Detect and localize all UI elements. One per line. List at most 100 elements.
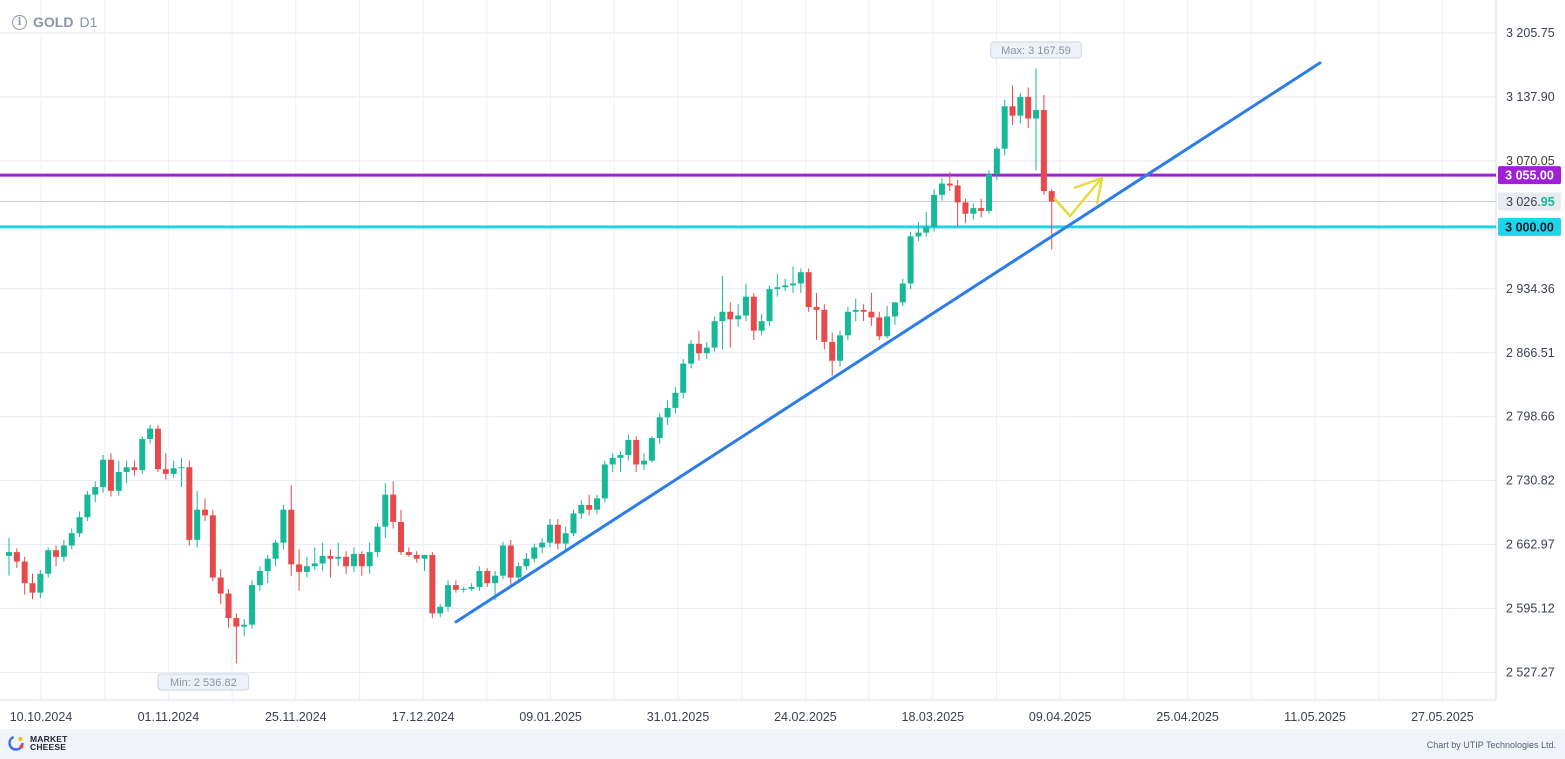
candle-body[interactable] — [782, 285, 789, 288]
candle-body[interactable] — [954, 185, 961, 203]
candle-body[interactable] — [727, 311, 734, 320]
candle-body[interactable] — [178, 467, 185, 469]
candle-body[interactable] — [570, 513, 577, 534]
candle-body[interactable] — [374, 526, 381, 553]
candle-body[interactable] — [523, 558, 530, 567]
candle-body[interactable] — [437, 606, 444, 614]
candle-body[interactable] — [1009, 106, 1016, 116]
candle-body[interactable] — [797, 272, 804, 284]
candle-body[interactable] — [617, 455, 624, 458]
candle-body[interactable] — [92, 487, 99, 495]
candle-body[interactable] — [625, 439, 632, 456]
candle-body[interactable] — [405, 552, 412, 555]
candle-body[interactable] — [609, 457, 616, 465]
candle-body[interactable] — [272, 542, 279, 559]
candle-body[interactable] — [531, 547, 538, 559]
candle-body[interactable] — [750, 296, 757, 331]
candle-body[interactable] — [21, 561, 28, 584]
info-icon[interactable]: i — [12, 14, 27, 30]
candle-body[interactable] — [84, 494, 91, 518]
candle-body[interactable] — [280, 509, 287, 543]
candle-body[interactable] — [1017, 96, 1024, 116]
candle-body[interactable] — [719, 311, 726, 322]
candle-body[interactable] — [1048, 191, 1055, 202]
candle-body[interactable] — [711, 321, 718, 348]
candle-body[interactable] — [923, 226, 930, 233]
candle-body[interactable] — [813, 307, 820, 310]
candle-body[interactable] — [774, 287, 781, 290]
candle-body[interactable] — [398, 521, 404, 553]
candle-body[interactable] — [452, 585, 459, 590]
candle-body[interactable] — [296, 564, 303, 572]
candle-body[interactable] — [688, 343, 695, 364]
candle-body[interactable] — [993, 148, 1000, 175]
candle-body[interactable] — [986, 174, 992, 211]
candle-body[interactable] — [288, 509, 295, 565]
candle-body[interactable] — [962, 202, 969, 214]
candle-body[interactable] — [656, 417, 663, 439]
candle-body[interactable] — [358, 553, 365, 567]
candle-body[interactable] — [492, 575, 499, 584]
candle-body[interactable] — [319, 555, 326, 564]
candle-body[interactable] — [844, 311, 851, 336]
candle-body[interactable] — [876, 317, 883, 337]
candle-body[interactable] — [225, 593, 232, 619]
candle-body[interactable] — [554, 524, 561, 544]
candle-body[interactable] — [303, 566, 310, 572]
candle-body[interactable] — [233, 618, 240, 627]
trendline[interactable] — [454, 61, 1322, 624]
candle-body[interactable] — [476, 570, 483, 587]
candle-body[interactable] — [633, 439, 640, 465]
candle-body[interactable] — [123, 467, 130, 472]
candle-body[interactable] — [131, 467, 138, 471]
candle-body[interactable] — [468, 586, 475, 589]
candle-body[interactable] — [758, 321, 765, 331]
candle-body[interactable] — [821, 309, 828, 342]
candle-body[interactable] — [350, 553, 357, 567]
candle-body[interactable] — [546, 524, 553, 543]
candle-body[interactable] — [578, 504, 585, 514]
candle-body[interactable] — [76, 517, 83, 534]
candle-body[interactable] — [445, 585, 452, 607]
candle-body[interactable] — [209, 515, 216, 578]
candle-body[interactable] — [45, 550, 52, 574]
candle-body[interactable] — [515, 566, 522, 578]
candle-body[interactable] — [194, 509, 201, 540]
candle-body[interactable] — [562, 533, 569, 544]
candle-body[interactable] — [601, 464, 608, 499]
candle-body[interactable] — [100, 459, 107, 488]
candle-body[interactable] — [311, 563, 318, 567]
candle-body[interactable] — [139, 439, 146, 471]
candle-body[interactable] — [695, 343, 702, 354]
candle-body[interactable] — [899, 283, 906, 303]
candle-body[interactable] — [53, 550, 60, 557]
candle-body[interactable] — [938, 183, 945, 195]
candle-body[interactable] — [594, 498, 600, 510]
candle-body[interactable] — [1025, 96, 1032, 119]
candle-body[interactable] — [507, 545, 514, 578]
candle-body[interactable] — [648, 438, 655, 461]
candle-body[interactable] — [907, 236, 914, 284]
price-chart[interactable]: 2 527.27 2 595.12 2 662.97 2 730.82 2 798.66… — [0, 0, 1565, 729]
candle-body[interactable] — [484, 570, 491, 584]
candle-body[interactable] — [672, 392, 679, 408]
candle-body[interactable] — [852, 309, 859, 312]
candle-body[interactable] — [162, 469, 169, 474]
candle-body[interactable] — [680, 363, 687, 393]
candle-body[interactable] — [664, 407, 671, 418]
candle-body[interactable] — [978, 208, 985, 211]
candle-body[interactable] — [60, 545, 67, 557]
candle-body[interactable] — [249, 585, 256, 625]
candle-body[interactable] — [154, 428, 161, 470]
candle-body[interactable] — [641, 460, 648, 465]
candle-body[interactable] — [766, 289, 773, 322]
candle-body[interactable] — [13, 552, 20, 562]
candle-body[interactable] — [115, 471, 122, 491]
candle-body[interactable] — [742, 296, 749, 316]
candle-body[interactable] — [413, 554, 420, 559]
candle-body[interactable] — [335, 556, 342, 559]
candle-body[interactable] — [241, 624, 248, 627]
candle-body[interactable] — [29, 583, 36, 593]
candle-body[interactable] — [1033, 110, 1040, 119]
candle-body[interactable] — [202, 509, 208, 516]
